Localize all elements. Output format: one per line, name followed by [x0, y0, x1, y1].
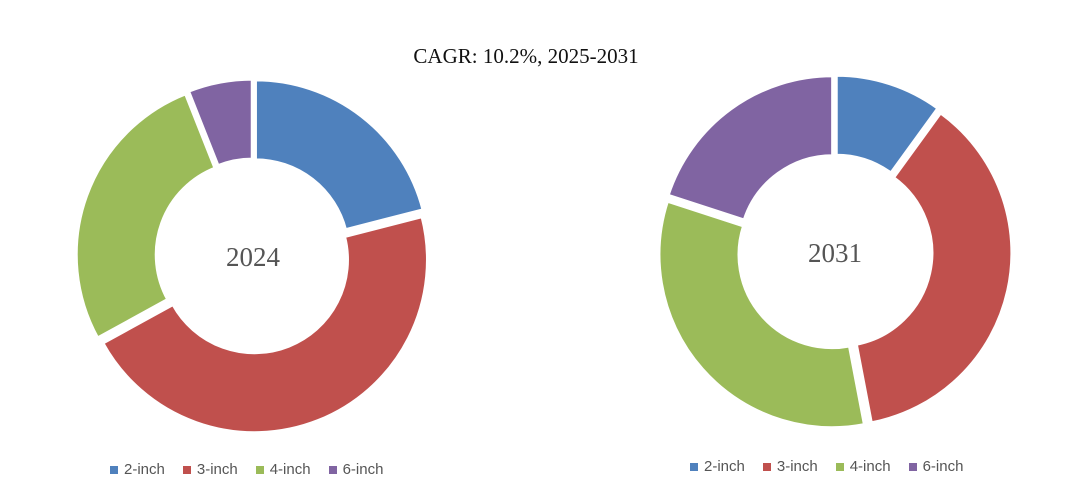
legend-swatch: [255, 465, 264, 474]
legend-label: 6-inch: [342, 461, 384, 478]
legend-item: 3-inch: [182, 461, 238, 478]
slice-2-inch: [834, 73, 941, 176]
slice-2-inch: [253, 78, 425, 232]
donut-chart-2031: 2031: [657, 73, 1014, 430]
legend-swatch: [182, 465, 191, 474]
donut-slices-2024: [74, 77, 429, 435]
legend-swatch: [762, 462, 771, 471]
legend-item: 6-inch: [908, 458, 964, 475]
slice-4-inch: [657, 199, 867, 430]
legend-swatch: [110, 465, 118, 474]
donut-chart-2024: 2024: [74, 77, 429, 435]
legend-item: 2-inch: [690, 458, 745, 475]
donut-slices-2031: [657, 73, 1014, 430]
legend-label: 3-inch: [776, 458, 818, 475]
legend-item: 2-inch: [110, 461, 165, 478]
slice-3-inch: [100, 214, 429, 435]
legend-label: 2-inch: [704, 458, 745, 475]
slice-4-inch: [74, 91, 217, 341]
legend-label: 4-inch: [269, 461, 311, 478]
legend-label: 4-inch: [849, 458, 891, 475]
legend-2024: 2-inch 3-inch 4-inch 6-inch: [110, 461, 383, 478]
center-label-2024: 2024: [226, 242, 281, 272]
legend-swatch: [835, 462, 844, 471]
legend-label: 6-inch: [922, 458, 964, 475]
legend-swatch: [908, 462, 917, 471]
legend-item: 3-inch: [762, 458, 818, 475]
legend-item: 4-inch: [835, 458, 891, 475]
slice-6-inch: [666, 74, 835, 222]
legend-item: 4-inch: [255, 461, 311, 478]
chart-title: CAGR: 10.2%, 2025-2031: [413, 44, 639, 68]
legend-swatch: [328, 465, 337, 474]
legend-label: 2-inch: [124, 461, 165, 478]
legend-swatch: [690, 462, 698, 471]
legend-label: 3-inch: [196, 461, 238, 478]
slice-6-inch: [186, 77, 254, 168]
slice-3-inch: [854, 110, 1014, 425]
legend-2031: 2-inch 3-inch 4-inch 6-inch: [690, 458, 963, 475]
legend-item: 6-inch: [328, 461, 384, 478]
center-label-2031: 2031: [808, 238, 862, 268]
